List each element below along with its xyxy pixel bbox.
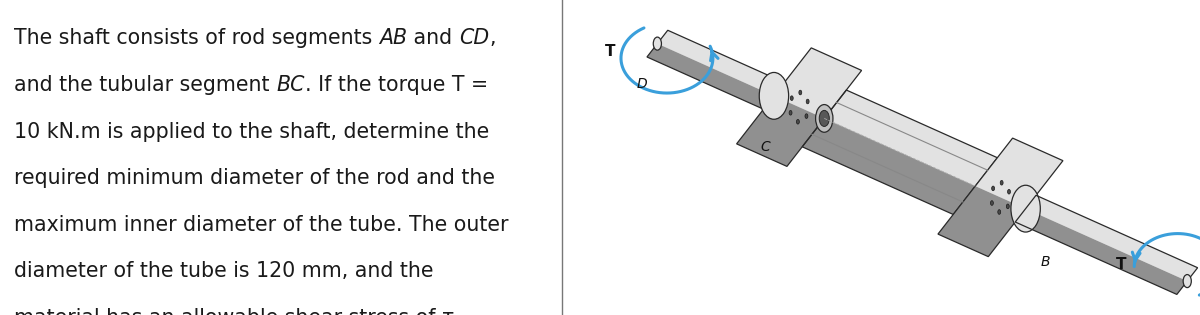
Text: BC: BC	[276, 75, 305, 95]
Text: D: D	[637, 77, 648, 91]
Ellipse shape	[816, 105, 833, 132]
Text: B: B	[1040, 255, 1050, 268]
Ellipse shape	[805, 114, 808, 118]
Ellipse shape	[653, 37, 661, 50]
Ellipse shape	[1010, 185, 1040, 232]
Ellipse shape	[791, 96, 793, 100]
Text: material has an allowable shear stress of τ: material has an allowable shear stress o…	[14, 308, 455, 315]
Ellipse shape	[760, 72, 788, 119]
Ellipse shape	[997, 210, 1001, 214]
Text: C: C	[760, 140, 770, 154]
Polygon shape	[658, 30, 785, 96]
Text: . If the torque T =: . If the torque T =	[305, 75, 488, 95]
Text: CD: CD	[458, 28, 490, 48]
Polygon shape	[824, 90, 997, 186]
Ellipse shape	[990, 201, 994, 205]
Text: and: and	[407, 28, 458, 48]
Text: and the tubular segment: and the tubular segment	[14, 75, 276, 95]
Polygon shape	[647, 43, 774, 109]
Text: diameter of the tube is 120 mm, and the: diameter of the tube is 120 mm, and the	[14, 261, 434, 281]
Text: The shaft consists of rod segments: The shaft consists of rod segments	[14, 28, 379, 48]
Polygon shape	[938, 186, 1026, 257]
Polygon shape	[737, 96, 824, 166]
Polygon shape	[803, 118, 976, 215]
Text: T: T	[1116, 257, 1127, 272]
Polygon shape	[774, 48, 862, 118]
Ellipse shape	[991, 186, 995, 191]
Ellipse shape	[799, 90, 802, 95]
Polygon shape	[1026, 195, 1198, 281]
Ellipse shape	[1183, 275, 1192, 288]
Ellipse shape	[806, 99, 809, 104]
Text: maximum inner diameter of the tube. The outer: maximum inner diameter of the tube. The …	[14, 215, 509, 235]
Ellipse shape	[1008, 189, 1010, 194]
Polygon shape	[976, 138, 1063, 209]
Ellipse shape	[790, 111, 792, 115]
Polygon shape	[1015, 209, 1187, 295]
Text: T: T	[605, 44, 616, 59]
Ellipse shape	[820, 110, 829, 126]
Text: required minimum diameter of the rod and the: required minimum diameter of the rod and…	[14, 168, 496, 188]
Text: 10 kN.m is applied to the shaft, determine the: 10 kN.m is applied to the shaft, determi…	[14, 122, 490, 141]
Ellipse shape	[1007, 204, 1009, 209]
Ellipse shape	[1001, 180, 1003, 185]
Ellipse shape	[797, 119, 799, 124]
Text: AB: AB	[379, 28, 407, 48]
Text: ,: ,	[490, 28, 496, 48]
